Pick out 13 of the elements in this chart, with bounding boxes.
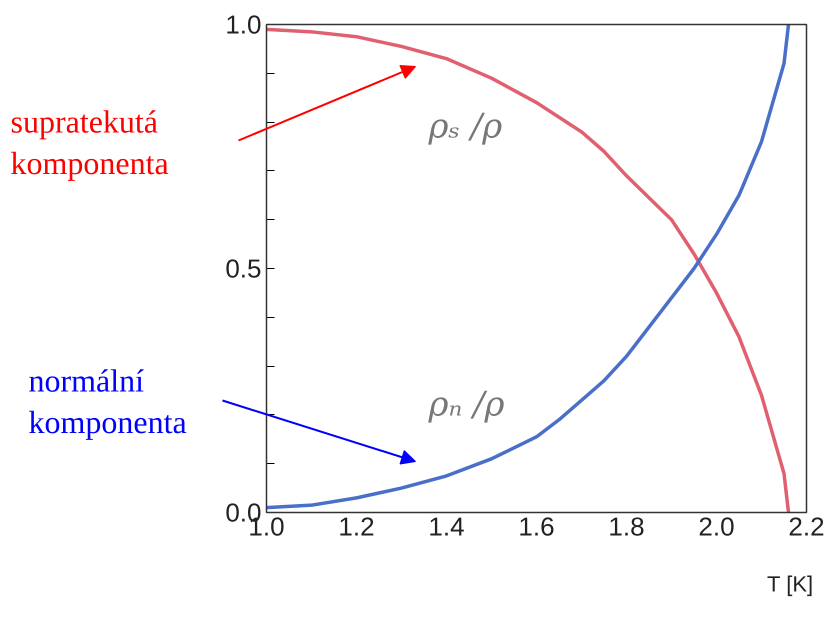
y-tick-label: 0.5 [225, 254, 262, 284]
annotation: ρₙ /ρ [428, 384, 505, 425]
x-axis-title: T [K] [767, 572, 814, 596]
x-tick-label: 1.4 [428, 512, 465, 542]
text: supratekutá komponenta [10, 104, 169, 181]
x-tick-label: 1.6 [518, 512, 555, 542]
y-tick-label: 1.0 [225, 10, 262, 40]
x-tick-label: 1.8 [608, 512, 645, 542]
x-tick-label: 2.0 [698, 512, 735, 542]
annotation: ρₛ /ρ [428, 106, 502, 146]
x-tick-label: 2.2 [788, 512, 825, 542]
x-tick-label: 1.2 [338, 512, 375, 542]
text: normální komponenta [28, 362, 187, 440]
